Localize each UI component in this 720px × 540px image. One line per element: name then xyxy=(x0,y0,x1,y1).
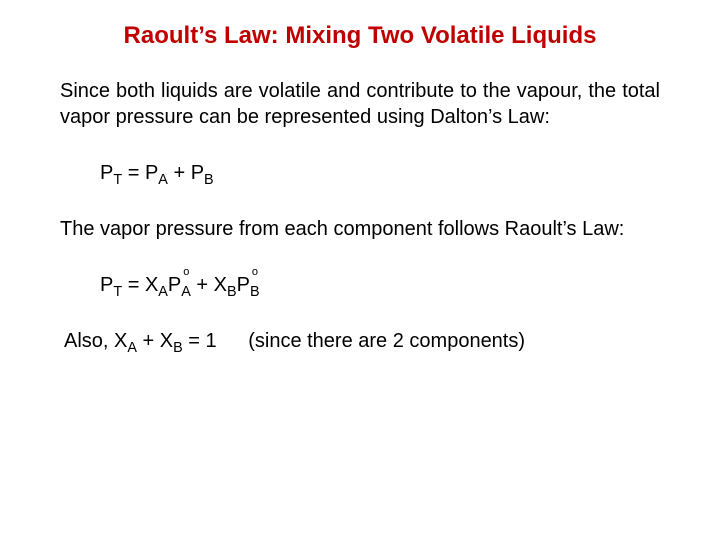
eq2-p1-sub: A xyxy=(181,284,191,300)
eq2-p2: P xyxy=(237,274,250,296)
eq1-eq: = xyxy=(122,162,145,184)
eq1-t2: P xyxy=(191,162,204,184)
eq1-plus: + xyxy=(168,162,191,184)
eq2-p2-sub: B xyxy=(250,284,260,300)
eq2-p1-deg: o xyxy=(183,265,189,279)
note-line: Also, XA + XB = 1 (since there are 2 com… xyxy=(64,328,660,354)
slide-title: Raoult’s Law: Mixing Two Volatile Liquid… xyxy=(60,22,660,50)
eq1-t1-sub: A xyxy=(158,172,168,188)
note-xa-sub: A xyxy=(127,340,137,356)
note-xa: X xyxy=(114,330,127,352)
eq2-p2-degsub: oB xyxy=(250,272,260,298)
eq2-p1: P xyxy=(168,274,181,296)
eq2-p2-deg: o xyxy=(252,265,258,279)
eq2-x2-sub: B xyxy=(227,284,237,300)
eq1-t2-sub: B xyxy=(204,172,214,188)
note-xb-sub: B xyxy=(173,340,183,356)
note-xb: X xyxy=(160,330,173,352)
equation-dalton: PT = PA + PB xyxy=(100,160,660,186)
eq2-p1-degsub: oA xyxy=(181,272,191,298)
note-also: Also, xyxy=(64,330,114,352)
paragraph-raoult: The vapor pressure from each component f… xyxy=(60,216,660,242)
eq2-lhs: P xyxy=(100,274,113,296)
eq1-lhs: P xyxy=(100,162,113,184)
paragraph-dalton: Since both liquids are volatile and cont… xyxy=(60,78,660,130)
eq2-x2: X xyxy=(214,274,227,296)
slide: Raoult’s Law: Mixing Two Volatile Liquid… xyxy=(0,0,720,540)
eq1-t1: P xyxy=(145,162,158,184)
equation-raoult: PT = XAPoA + XBPoB xyxy=(100,272,660,298)
eq2-lhs-sub: T xyxy=(113,284,122,300)
eq2-x1-sub: A xyxy=(158,284,168,300)
note-plus: + xyxy=(137,330,160,352)
eq2-x1: X xyxy=(145,274,158,296)
eq2-plus: + xyxy=(191,274,214,296)
note-explain: (since there are 2 components) xyxy=(248,328,525,354)
note-eq1: = 1 xyxy=(183,330,217,352)
eq1-lhs-sub: T xyxy=(113,172,122,188)
eq2-eq: = xyxy=(122,274,145,296)
